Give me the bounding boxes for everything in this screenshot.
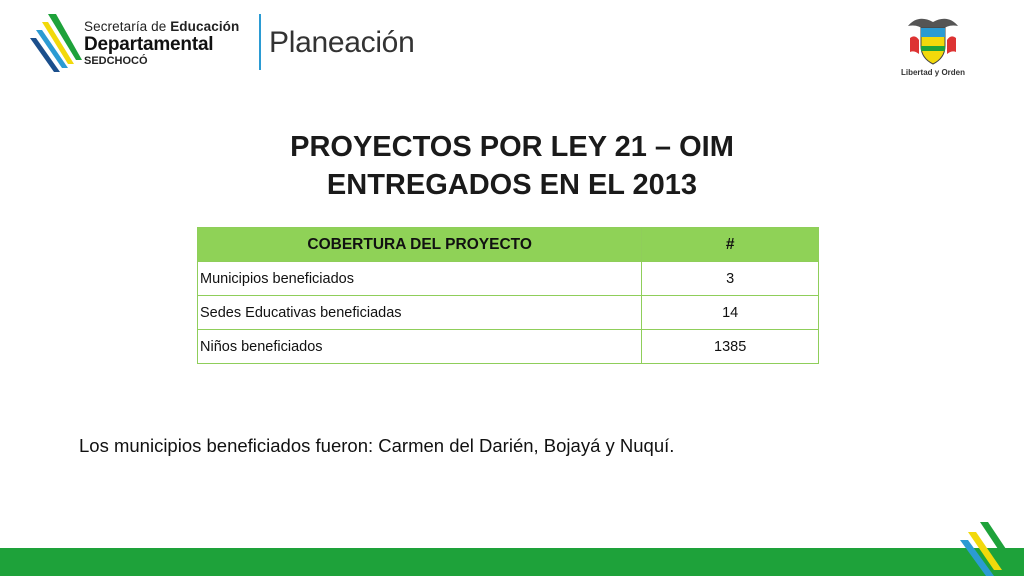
table-row: Niños beneficiados 1385 xyxy=(196,329,819,364)
logo-line1: Secretaría de Educación xyxy=(84,19,240,34)
table-row: Sedes Educativas beneficiadas 14 xyxy=(196,295,819,330)
beneficiaries-note: Los municipios beneficiados fueron: Carm… xyxy=(79,435,675,456)
column-header-count: # xyxy=(641,227,819,262)
crest-caption: Libertad y Orden xyxy=(900,68,965,77)
stripes-decoration-icon xyxy=(960,522,1016,576)
coverage-table: COBERTURA DEL PROYECTO # Municipios bene… xyxy=(196,227,819,364)
row-label: Municipios beneficiados xyxy=(196,261,643,296)
coat-of-arms: Libertad y Orden xyxy=(900,12,966,82)
row-label: Sedes Educativas beneficiadas xyxy=(196,295,643,330)
title-line2: ENTREGADOS EN EL 2013 xyxy=(326,169,698,201)
colombia-coat-of-arms-icon xyxy=(908,18,958,65)
page-title: PROYECTOS POR LEY 21 – OIM ENTREGADOS EN… xyxy=(0,128,1024,204)
row-value: 1385 xyxy=(641,329,819,364)
logo-line3: SEDCHOCÓ xyxy=(84,54,148,67)
column-header-coverage: COBERTURA DEL PROYECTO xyxy=(196,227,643,262)
row-value: 14 xyxy=(641,295,819,330)
table-row: Municipios beneficiados 3 xyxy=(196,261,819,296)
footer-bar xyxy=(0,548,1024,576)
logo-divider xyxy=(259,14,261,70)
sedchoco-logo-icon xyxy=(30,14,82,72)
logo-line2: Departamental xyxy=(84,33,214,55)
sedchoco-logo: Secretaría de Educación Departamental SE… xyxy=(28,12,448,74)
table-header-row: COBERTURA DEL PROYECTO # xyxy=(196,227,819,262)
row-label: Niños beneficiados xyxy=(196,329,643,364)
logo-planeacion: Planeación xyxy=(269,26,415,59)
title-line1: PROYECTOS POR LEY 21 – OIM xyxy=(290,131,734,163)
row-value: 3 xyxy=(641,261,819,296)
